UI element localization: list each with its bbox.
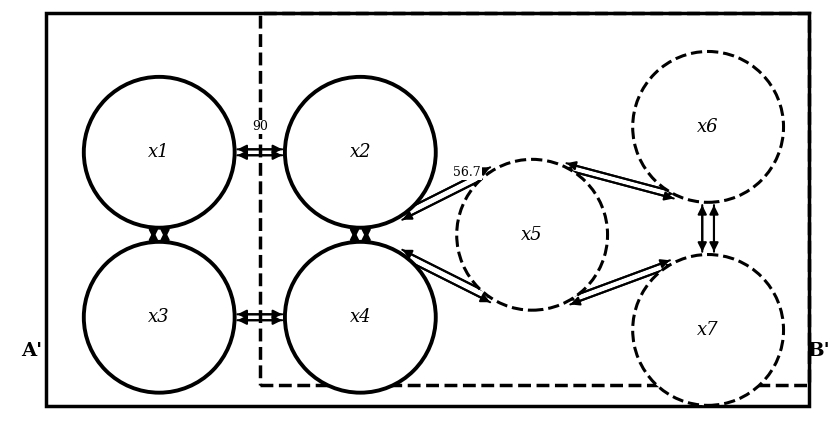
Text: x5: x5 (521, 226, 543, 244)
Text: x3: x3 (148, 308, 170, 326)
Text: x1: x1 (148, 143, 170, 161)
Ellipse shape (633, 255, 784, 405)
Text: A': A' (21, 342, 43, 360)
Ellipse shape (285, 77, 436, 228)
Text: x4: x4 (349, 308, 371, 326)
Text: B': B' (808, 342, 830, 360)
Ellipse shape (84, 242, 235, 393)
Text: x6: x6 (697, 118, 719, 136)
Ellipse shape (84, 77, 235, 228)
Text: x2: x2 (349, 143, 371, 161)
Ellipse shape (457, 159, 608, 310)
Text: 56.7: 56.7 (453, 166, 481, 179)
Text: x7: x7 (697, 321, 719, 339)
Ellipse shape (285, 242, 436, 393)
Text: 90: 90 (252, 121, 267, 133)
Ellipse shape (633, 52, 784, 202)
